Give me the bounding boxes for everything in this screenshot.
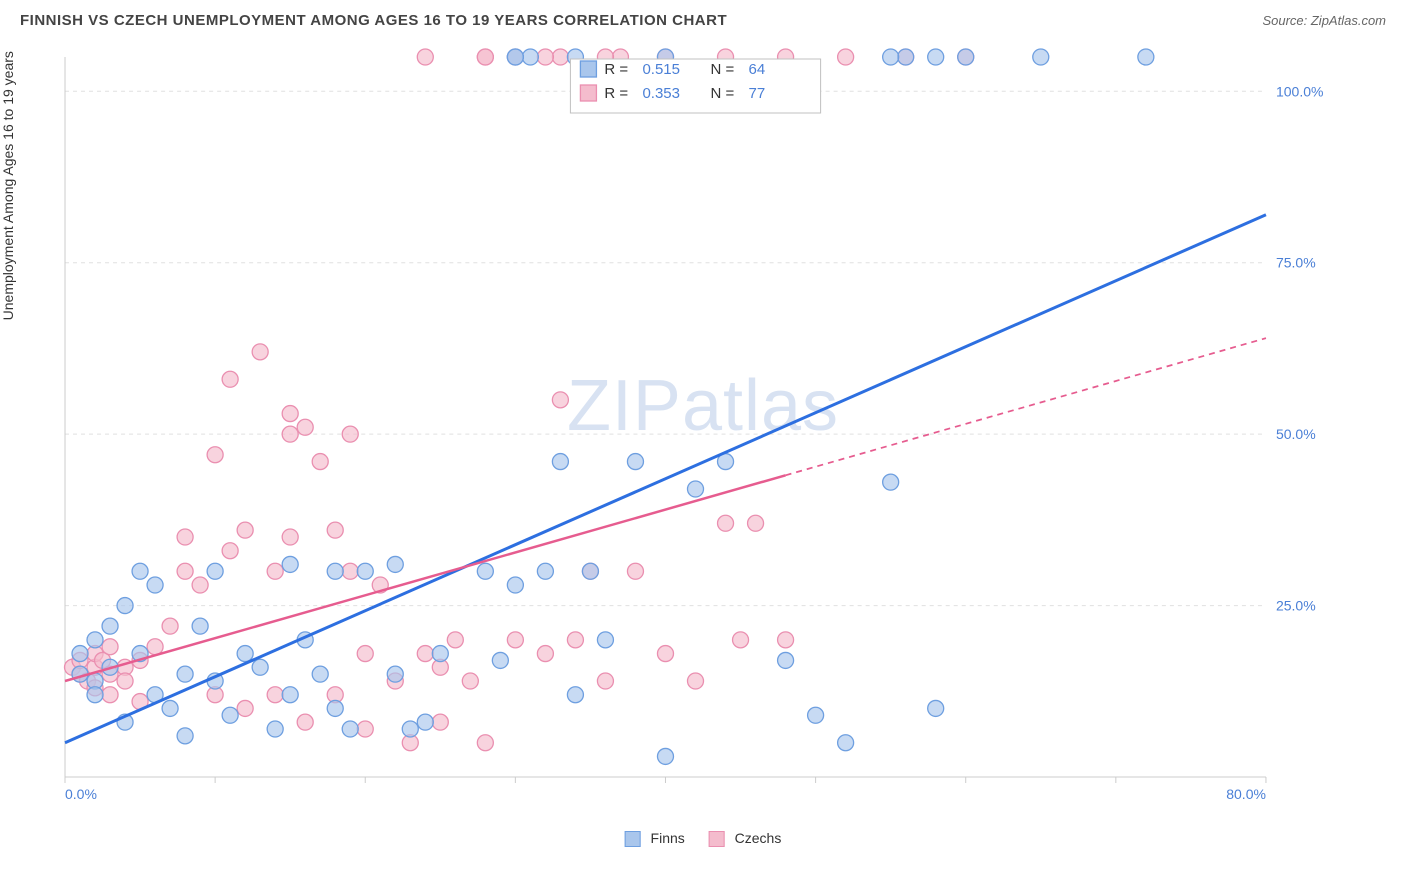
svg-text:77: 77 xyxy=(749,85,766,102)
svg-text:0.515: 0.515 xyxy=(642,61,680,78)
y-axis-label: Unemployment Among Ages 16 to 19 years xyxy=(0,51,16,320)
svg-text:0.353: 0.353 xyxy=(642,85,680,102)
svg-text:75.0%: 75.0% xyxy=(1276,255,1316,271)
svg-text:N =: N = xyxy=(711,61,735,78)
finns-swatch xyxy=(625,831,641,847)
svg-text:64: 64 xyxy=(749,61,766,78)
czechs-swatch xyxy=(709,831,725,847)
chart-title: FINNISH VS CZECH UNEMPLOYMENT AMONG AGES… xyxy=(20,12,727,29)
svg-text:100.0%: 100.0% xyxy=(1276,83,1324,99)
chart-container: Unemployment Among Ages 16 to 19 years Z… xyxy=(0,37,1406,857)
svg-text:R =: R = xyxy=(604,85,628,102)
legend-item-czechs: Czechs xyxy=(709,830,782,847)
svg-text:N =: N = xyxy=(711,85,735,102)
svg-text:50.0%: 50.0% xyxy=(1276,426,1316,442)
svg-text:0.0%: 0.0% xyxy=(65,786,97,802)
bottom-legend: Finns Czechs xyxy=(625,830,782,847)
legend-item-finns: Finns xyxy=(625,830,685,847)
legend-label-finns: Finns xyxy=(651,830,685,846)
svg-text:80.0%: 80.0% xyxy=(1226,786,1266,802)
svg-text:R =: R = xyxy=(604,61,628,78)
source-label: Source: ZipAtlas.com xyxy=(1262,13,1386,28)
svg-text:25.0%: 25.0% xyxy=(1276,598,1316,614)
plot-area: 25.0% 50.0% 75.0% 100.0% 0.0% 80.0% R = 0.515 N … xyxy=(55,47,1326,807)
legend-label-czechs: Czechs xyxy=(735,830,782,846)
